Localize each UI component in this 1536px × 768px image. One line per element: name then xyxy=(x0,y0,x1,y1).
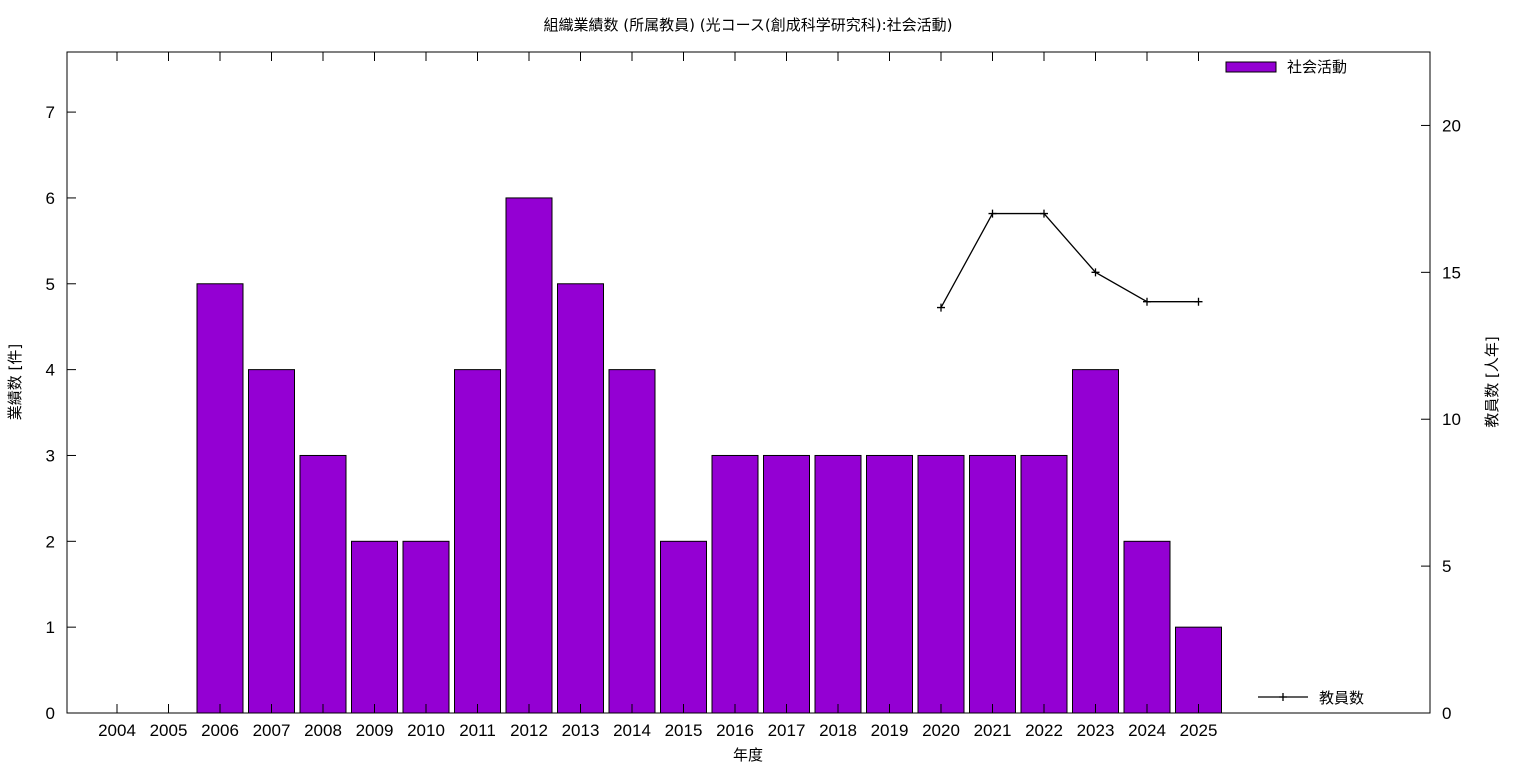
x-tick-label: 2021 xyxy=(974,721,1012,740)
x-tick-label: 2013 xyxy=(562,721,600,740)
plot-layer: 0 1 2 3 4 5 6 7 0 5 10 15 20 2004 2005 2006 2007 2008 2009… xyxy=(46,51,1461,740)
bar-2024 xyxy=(1123,540,1171,714)
x-tick-label: 2017 xyxy=(768,721,806,740)
bar-2013 xyxy=(557,283,604,714)
x-tick-label: 2011 xyxy=(459,721,496,740)
y2-tick-label: 0 xyxy=(1442,704,1451,723)
y-tick-label: 5 xyxy=(46,275,55,294)
x-tick-label: 2004 xyxy=(98,721,136,740)
plot-frame xyxy=(66,51,1431,714)
x-tick-label: 2019 xyxy=(871,721,909,740)
y-tick-label: 1 xyxy=(46,618,55,637)
x-tick-label: 2012 xyxy=(510,721,548,740)
bar-2017 xyxy=(763,454,810,714)
y-tick-label: 2 xyxy=(46,532,55,551)
line-point xyxy=(1143,297,1151,306)
x-tick-label: 2007 xyxy=(253,721,291,740)
x-tick-label: 2025 xyxy=(1180,721,1218,740)
x-tick-label: 2022 xyxy=(1025,721,1063,740)
bar-2012 xyxy=(505,197,553,714)
x-tick-label: 2024 xyxy=(1128,721,1166,740)
bar-2014 xyxy=(608,369,656,714)
bar-2008 xyxy=(299,454,347,714)
x-tick-label: 2023 xyxy=(1077,721,1115,740)
line-point xyxy=(937,303,945,312)
bar-2023 xyxy=(1072,369,1119,714)
y-tick-label: 7 xyxy=(46,103,55,122)
line-point xyxy=(1194,297,1203,306)
bar-2019 xyxy=(866,454,913,714)
y2-tick-label: 15 xyxy=(1442,263,1461,282)
chart-title: 組織業績数 (所属教員) (光コース(創成科学研究科):社会活動) xyxy=(544,16,953,34)
bar-2025 xyxy=(1175,626,1222,714)
x-tick-label: 2020 xyxy=(922,721,960,740)
legend-swatch-point xyxy=(1279,693,1287,701)
legend-label-line: 教員数 xyxy=(1319,689,1364,707)
x-tick-label: 2009 xyxy=(356,721,394,740)
bar-2007 xyxy=(248,369,295,714)
x-tick-label: 2010 xyxy=(407,721,445,740)
bar-2015 xyxy=(660,540,707,714)
y-tick-label: 0 xyxy=(46,704,55,723)
y2-tick-label: 20 xyxy=(1442,116,1461,135)
bar-2016 xyxy=(711,454,759,714)
y-axis-label: 業績数 [件] xyxy=(6,344,24,420)
legend-swatch-bar xyxy=(1225,61,1277,73)
bar-2020 xyxy=(917,454,965,714)
y-tick-label: 3 xyxy=(46,446,55,465)
bar-2022 xyxy=(1020,454,1068,714)
x-tick-label: 2014 xyxy=(613,721,651,740)
line-point xyxy=(1040,209,1048,218)
x-tick-label: 2016 xyxy=(716,721,754,740)
bar-2006 xyxy=(196,283,244,714)
x-tick-label: 2005 xyxy=(150,721,188,740)
series-line-teachers xyxy=(940,212,1199,308)
bar-2011 xyxy=(454,369,501,714)
x-axis-label: 年度 xyxy=(733,746,763,764)
x-tick-label: 2015 xyxy=(665,721,703,740)
bar-2010 xyxy=(402,540,450,714)
y-tick-label: 4 xyxy=(46,361,55,380)
y2-axis-label: 教員数 [人年] xyxy=(1483,336,1501,427)
bar-2018 xyxy=(814,454,862,714)
line-point xyxy=(1091,268,1100,277)
line-point xyxy=(988,209,997,218)
y2-tick-label: 5 xyxy=(1442,557,1451,576)
x-tick-label: 2018 xyxy=(819,721,857,740)
legend-label-bar: 社会活動 xyxy=(1287,58,1347,76)
x-tick-label: 2006 xyxy=(201,721,239,740)
x-tick-label: 2008 xyxy=(304,721,342,740)
bar-2009 xyxy=(351,540,398,714)
bar-2021 xyxy=(969,454,1016,714)
y2-tick-label: 10 xyxy=(1442,410,1461,429)
y-tick-label: 6 xyxy=(46,189,55,208)
